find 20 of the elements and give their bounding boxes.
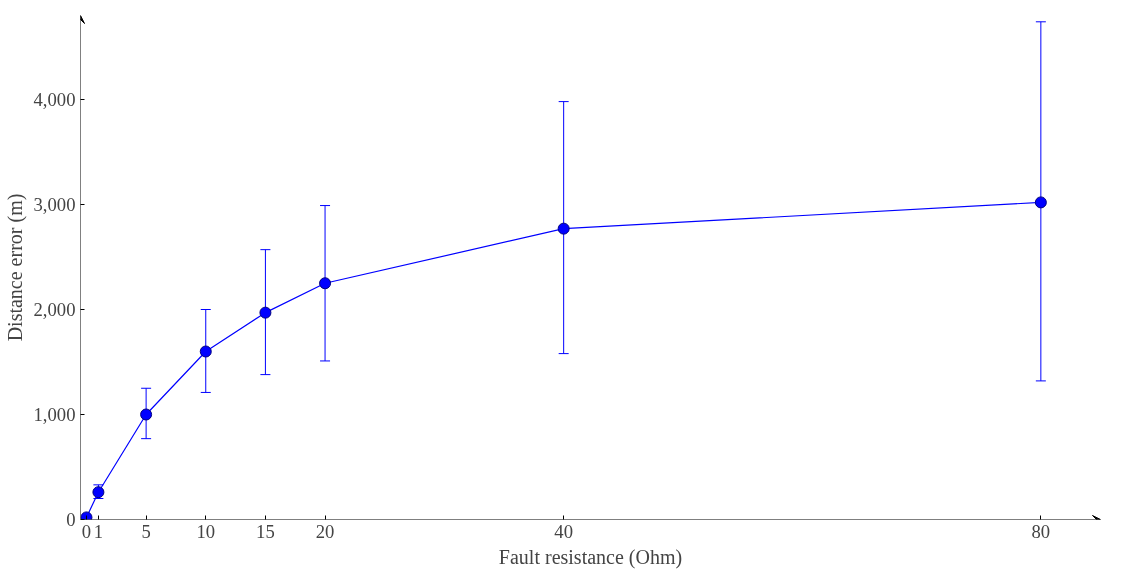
point [199,345,212,358]
point [319,277,332,290]
y-tick-label: 2,000 [33,299,76,320]
y-axis-title: Distance error (m) [3,193,27,342]
x-tick-label: 5 [141,520,151,542]
x-tick-label: 40 [554,520,573,542]
point [557,222,570,235]
y-tick-label: 4,000 [33,89,76,110]
point [259,306,272,319]
y-tick-label: 3,000 [33,194,76,215]
x-tick-label: 0 [81,520,92,542]
x-axis-title: Fault resistance (Ohm) [498,545,683,569]
x-tick-label: 1 [93,520,104,542]
x-tick-label: 15 [256,520,275,542]
y-tick-label: 1,000 [33,404,76,425]
x-tick-label: 20 [315,520,335,542]
point [140,408,153,421]
x-tick-label: 10 [196,520,216,542]
point [1034,196,1047,209]
x-tick-label: 80 [1031,520,1051,542]
